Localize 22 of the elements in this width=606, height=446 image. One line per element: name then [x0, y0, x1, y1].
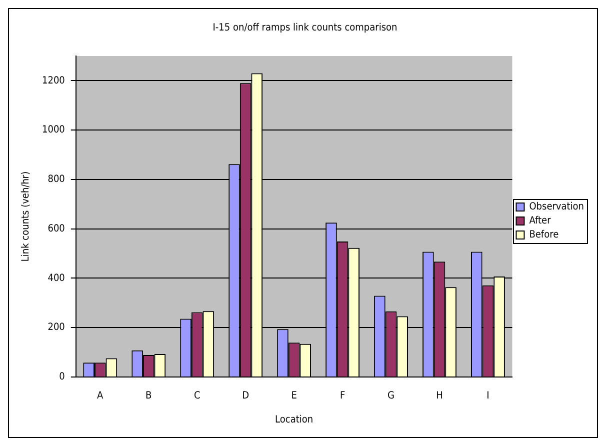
y-tick-label: 200: [48, 322, 66, 334]
x-axis-title: Location: [275, 414, 314, 426]
x-tick-label: F: [340, 390, 346, 402]
y-tick-label: 600: [48, 223, 66, 234]
x-tick-label: H: [436, 390, 443, 402]
x-tick-label: C: [194, 390, 200, 402]
x-tick-label: I: [486, 390, 490, 402]
y-tick-label: 1000: [42, 124, 66, 136]
y-tick-label: 1200: [42, 75, 66, 86]
x-tick-label: A: [97, 390, 104, 402]
legend-label: Before: [529, 230, 560, 241]
y-axis-title: Link counts (veh/hr): [20, 171, 32, 262]
legend-label: Observation: [529, 202, 584, 213]
y-tick-label: 800: [48, 174, 66, 186]
y-tick-label: 400: [48, 272, 66, 284]
y-tick-label: 0: [59, 372, 66, 383]
x-tick-label: E: [291, 390, 298, 402]
chart-title: I-15 on/off ramps link counts comparison: [212, 22, 398, 34]
x-tick-label: D: [242, 390, 250, 402]
x-tick-label: G: [388, 390, 395, 402]
legend-label: After: [529, 216, 552, 227]
x-tick-label: B: [146, 390, 152, 402]
